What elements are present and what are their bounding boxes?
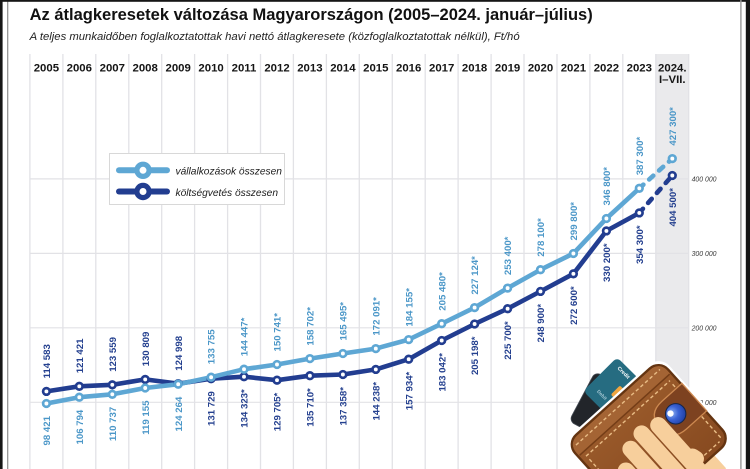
svg-text:költségvetés összesen: költségvetés összesen: [176, 188, 279, 199]
svg-text:158 702*: 158 702*: [306, 307, 317, 346]
svg-text:114 583: 114 583: [42, 344, 53, 378]
svg-text:299 800*: 299 800*: [569, 202, 580, 241]
svg-text:157 934*: 157 934*: [404, 371, 415, 410]
svg-text:172 091*: 172 091*: [371, 297, 382, 336]
svg-text:144 447*: 144 447*: [240, 317, 251, 356]
svg-text:2008: 2008: [133, 63, 158, 75]
svg-text:Az átlagkeresetek változása Ma: Az átlagkeresetek változása Magyarország…: [30, 6, 593, 24]
svg-text:2007: 2007: [100, 63, 125, 75]
svg-text:205 480*: 205 480*: [437, 272, 448, 311]
svg-text:200 000: 200 000: [691, 325, 717, 332]
svg-text:2024.: 2024.: [658, 63, 687, 75]
svg-text:2014: 2014: [330, 63, 356, 75]
svg-text:150 741*: 150 741*: [273, 313, 284, 352]
svg-text:253 400*: 253 400*: [503, 236, 514, 275]
svg-text:2009: 2009: [166, 63, 191, 75]
svg-text:404 500*: 404 500*: [668, 188, 679, 227]
svg-text:205 198*: 205 198*: [470, 336, 481, 375]
svg-text:130 809: 130 809: [141, 332, 152, 367]
svg-text:165 495*: 165 495*: [339, 302, 350, 341]
svg-text:2015: 2015: [363, 63, 389, 75]
svg-text:2013: 2013: [297, 63, 322, 75]
svg-text:131 729: 131 729: [207, 391, 218, 426]
svg-text:272 600*: 272 600*: [569, 286, 580, 325]
svg-text:98 421: 98 421: [42, 415, 53, 445]
svg-text:2017: 2017: [429, 63, 454, 75]
svg-text:387 300*: 387 300*: [635, 137, 646, 176]
svg-text:346 800*: 346 800*: [602, 167, 613, 206]
svg-text:225 700*: 225 700*: [503, 321, 514, 360]
svg-text:184 155*: 184 155*: [404, 288, 415, 327]
svg-text:2011: 2011: [232, 63, 257, 75]
svg-text:100 000: 100 000: [692, 400, 717, 407]
svg-text:2021: 2021: [561, 63, 587, 75]
svg-text:2020: 2020: [528, 63, 553, 75]
svg-text:106 794: 106 794: [75, 409, 86, 444]
svg-text:121 421: 121 421: [75, 338, 86, 373]
svg-text:227 124*: 227 124*: [470, 256, 481, 295]
svg-text:137 358*: 137 358*: [339, 387, 350, 426]
svg-text:2019: 2019: [495, 63, 520, 75]
svg-text:427 300*: 427 300*: [668, 107, 679, 146]
svg-text:123 559: 123 559: [108, 337, 119, 372]
svg-text:400 000: 400 000: [692, 177, 717, 184]
svg-text:354 300*: 354 300*: [635, 225, 646, 264]
svg-text:135 710*: 135 710*: [306, 388, 317, 427]
svg-text:134 323*: 134 323*: [240, 389, 251, 428]
svg-text:A teljes munkaidőben foglalkoz: A teljes munkaidőben foglalkoztatottak h…: [29, 31, 520, 43]
svg-text:2012: 2012: [264, 63, 289, 75]
svg-text:2023: 2023: [627, 63, 652, 75]
svg-text:124 264: 124 264: [174, 396, 185, 431]
svg-text:133 755: 133 755: [207, 329, 218, 364]
svg-text:330 200*: 330 200*: [602, 243, 613, 282]
svg-text:vállalkozások összesen: vállalkozások összesen: [176, 167, 283, 178]
svg-text:129 705*: 129 705*: [273, 392, 284, 431]
svg-text:2010: 2010: [198, 63, 223, 75]
svg-text:183 042*: 183 042*: [437, 353, 448, 392]
svg-text:2018: 2018: [462, 63, 487, 75]
svg-text:110 737: 110 737: [108, 407, 119, 441]
svg-text:124 998: 124 998: [174, 335, 185, 370]
svg-text:248 900*: 248 900*: [536, 304, 547, 343]
svg-text:144 238*: 144 238*: [371, 382, 382, 421]
svg-text:I–VII.: I–VII.: [659, 74, 686, 86]
svg-text:2022: 2022: [594, 63, 619, 75]
svg-text:2006: 2006: [67, 63, 92, 75]
svg-text:300 000: 300 000: [692, 251, 717, 258]
svg-text:2005: 2005: [34, 63, 60, 75]
svg-text:2016: 2016: [396, 63, 421, 75]
svg-text:278 100*: 278 100*: [536, 218, 547, 257]
svg-text:119 155: 119 155: [141, 400, 152, 435]
